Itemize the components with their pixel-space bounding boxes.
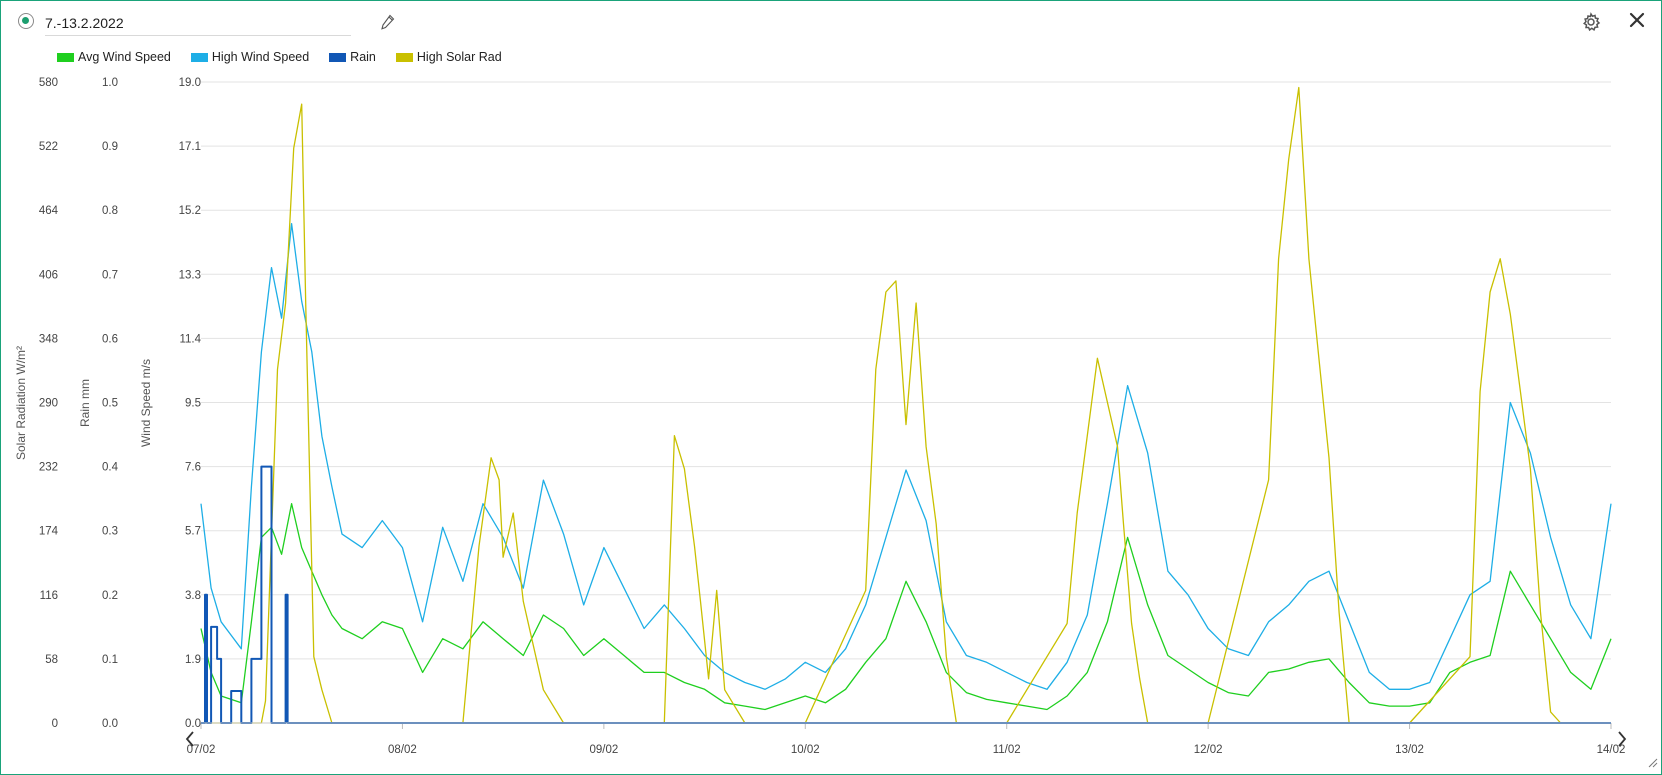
- resize-grip-icon[interactable]: [1648, 758, 1658, 768]
- legend-label: High Wind Speed: [211, 50, 310, 64]
- legend-swatch: [190, 52, 208, 62]
- y-tick-label: 11.4: [179, 333, 201, 345]
- y-tick-label: 0: [52, 718, 58, 730]
- y-tick-label: 464: [39, 205, 59, 217]
- chart-legend: Avg Wind Speed High Wind Speed Rain High…: [57, 48, 522, 66]
- legend-item-rain[interactable]: Rain: [329, 50, 376, 64]
- y-tick-label: 1.9: [185, 654, 201, 666]
- gridlines: [201, 81, 1611, 660]
- legend-label: Avg Wind Speed: [78, 50, 171, 64]
- y-tick-label: 0.7: [102, 269, 118, 281]
- x-tick-label: 09/02: [589, 744, 618, 756]
- x-tick-label: 13/02: [1395, 744, 1424, 756]
- y-tick-label: 0.2: [102, 590, 118, 602]
- x-tick-label: 14/02: [1597, 744, 1626, 756]
- y-tick-label: 116: [40, 590, 58, 602]
- y-tick-label: 0.4: [102, 462, 119, 474]
- y-tick-label: 406: [39, 269, 58, 281]
- y-tick-label: 3.8: [185, 590, 201, 602]
- axis-labels: Solar Radiation W/m² Rain mm Wind Speed m/…: [14, 346, 153, 460]
- data-series: [200, 86, 1612, 724]
- y-tick-label: 522: [39, 141, 58, 153]
- series-line-high-solar-rad: [201, 86, 1611, 724]
- x-tick-label: 08/02: [388, 744, 417, 756]
- y-axis-title: Wind Speed m/s: [139, 359, 153, 447]
- close-icon[interactable]: [1629, 12, 1645, 28]
- legend-item-avg-wind-speed[interactable]: Avg Wind Speed: [57, 50, 171, 64]
- pencil-icon[interactable]: [381, 14, 395, 30]
- y-tick-label: 0.5: [102, 398, 118, 410]
- y-tick-label: 290: [39, 398, 58, 410]
- chevron-left-icon[interactable]: [185, 731, 194, 747]
- y-tick-label: 0.6: [102, 333, 118, 345]
- y-tick-label: 9.5: [185, 398, 201, 410]
- y-tick-label: 232: [39, 462, 58, 474]
- y-tick-label: 5.7: [185, 526, 201, 538]
- legend-item-high-wind-speed[interactable]: High Wind Speed: [190, 50, 310, 64]
- gear-icon[interactable]: [1581, 12, 1601, 32]
- y-axis-title: Solar Radiation W/m²: [14, 346, 28, 460]
- legend-item-high-solar-rad[interactable]: High Solar Rad: [395, 50, 502, 64]
- y-tick-label: 0.0: [185, 718, 201, 730]
- y-tick-label: 580: [39, 77, 58, 89]
- x-tick-label: 11/02: [993, 744, 1021, 756]
- legend-swatch: [57, 52, 74, 62]
- legend-swatch: [329, 52, 347, 62]
- chevron-right-icon[interactable]: [1618, 731, 1627, 747]
- y-tick-label: 19.0: [179, 77, 201, 89]
- x-tick-label: 10/02: [791, 744, 820, 756]
- y-tick-label: 0.1: [102, 654, 118, 666]
- y-tick-label: 13.3: [179, 269, 201, 281]
- y-tick-label: 15.2: [179, 205, 201, 217]
- legend-swatch: [395, 52, 413, 62]
- y-tick-label: 348: [39, 333, 58, 345]
- y-tick-label: 0.8: [102, 205, 118, 217]
- x-tick-label: 12/02: [1194, 744, 1223, 756]
- y-tick-label: 7.6: [185, 462, 201, 474]
- date-range-title-field[interactable]: [45, 11, 351, 36]
- y-tick-label: 58: [45, 654, 58, 666]
- radio-dot-icon[interactable]: [18, 13, 34, 29]
- series-line-avg-wind-speed: [200, 503, 1612, 711]
- x-tick-label: 07/02: [187, 744, 216, 756]
- y-tick-label: 0.9: [102, 141, 118, 153]
- legend-label: High Solar Rad: [416, 50, 502, 64]
- y-axis-title: Rain mm: [78, 379, 92, 427]
- y-tick-label: 0.0: [102, 718, 118, 730]
- legend-label: Rain: [350, 50, 376, 64]
- y-tick-label: 0.3: [102, 526, 118, 538]
- y-tick-label: 17.1: [179, 141, 201, 153]
- chart-header: [17, 11, 397, 37]
- y-tick-label: 1.0: [102, 77, 118, 89]
- y-tick-label: 174: [39, 526, 59, 538]
- series-line-high-wind-speed: [200, 223, 1612, 690]
- tick-labels: 0 58 116 174 232 290 348 406 464 522 580 0.0 0.1 0.2 0…: [39, 77, 1626, 756]
